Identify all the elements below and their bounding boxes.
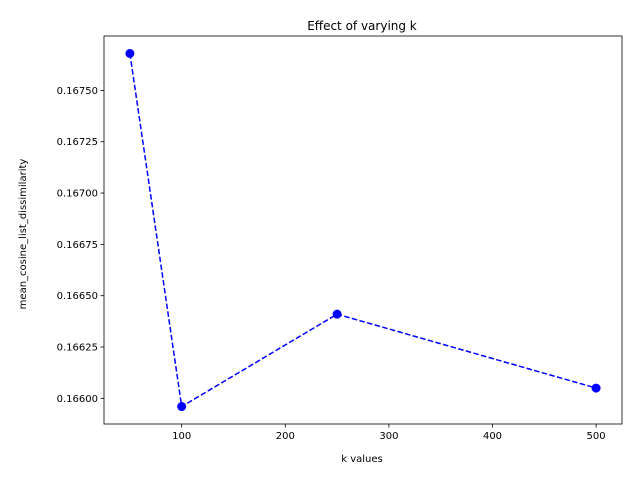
x-tick-label: 200 — [276, 431, 295, 442]
series-line — [129, 53, 597, 408]
data-point — [125, 48, 135, 58]
y-tick-label: 0.16600 — [57, 394, 98, 405]
axes-frame — [103, 35, 623, 425]
x-tick-label: 300 — [379, 431, 398, 442]
x-tick-label: 400 — [483, 431, 502, 442]
data-point — [591, 383, 601, 393]
y-tick-label: 0.16650 — [57, 291, 98, 302]
plot-area: 100 200 300 400 500 0.16600 0.16625 0.16650 0.16… — [57, 35, 623, 442]
chart-title: Effect of varying k — [307, 19, 417, 33]
x-tick-label: 100 — [172, 431, 191, 442]
data-point — [177, 402, 187, 412]
y-axis-label: mean_cosine_list_dissimilarity — [18, 159, 29, 310]
y-tick-label: 0.16675 — [57, 240, 98, 251]
data-point — [332, 309, 342, 319]
x-axis-label: k values — [341, 454, 383, 465]
y-tick-label: 0.16625 — [57, 343, 98, 354]
y-tick-label: 0.16700 — [57, 189, 98, 200]
x-tick-label: 500 — [587, 431, 606, 442]
y-tick-label: 0.16750 — [57, 86, 98, 97]
y-tick-label: 0.16725 — [57, 137, 98, 148]
